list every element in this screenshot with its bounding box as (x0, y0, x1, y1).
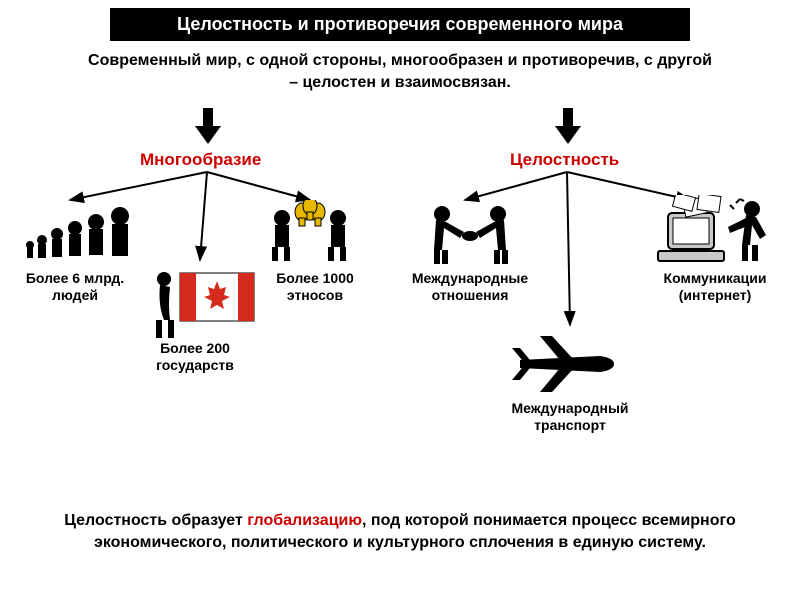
arrow-down-left (195, 108, 221, 144)
handshake-icon (420, 200, 520, 265)
title-text: Целостность и противоречия современного … (177, 14, 623, 34)
leaf-comm-l1: Коммуникации (664, 270, 767, 286)
leaf-states-l1: Более 200 (160, 340, 230, 356)
leaf-transport: Международный транспорт (490, 400, 650, 434)
branch-right-text: Целостность (510, 150, 619, 169)
flag-icon (150, 265, 260, 340)
people-icon (20, 200, 140, 260)
leaf-comm-l2: (интернет) (679, 287, 752, 303)
leaf-intlrel-l1: Международные (412, 270, 528, 286)
leaf-people-l1: Более 6 млрд. (26, 270, 124, 286)
branch-right-label: Целостность (510, 150, 619, 170)
subtitle-line-1: Современный мир, с одной стороны, многоо… (88, 52, 712, 69)
bottom-highlight: глобализацию (247, 512, 362, 529)
title-box: Целостность и противоречия современного … (110, 8, 690, 41)
leaf-ethnos-l1: Более 1000 (276, 270, 354, 286)
leaf-intlrel-l2: отношения (432, 287, 509, 303)
leaf-ethnos: Более 1000 этносов (255, 270, 375, 304)
arrow-down-right (555, 108, 581, 144)
bottom-text: Целостность образует глобализацию, под к… (60, 510, 740, 553)
leaf-intlrel: Международные отношения (395, 270, 545, 304)
leaf-transport-l1: Международный (511, 400, 628, 416)
airplane-icon (510, 330, 630, 395)
subtitle: Современный мир, с одной стороны, многоо… (30, 50, 770, 93)
branch-left-label: Многообразие (140, 150, 261, 170)
bottom-a: Целостность образует (64, 512, 247, 529)
leaf-states-l2: государств (156, 357, 234, 373)
branch-left-text: Многообразие (140, 150, 261, 169)
leaf-comm: Коммуникации (интернет) (640, 270, 790, 304)
subtitle-line-2: – целостен и взаимосвязан. (289, 74, 511, 91)
ethnos-icon (260, 200, 370, 265)
leaf-ethnos-l2: этносов (287, 287, 343, 303)
leaf-transport-l2: транспорт (534, 417, 606, 433)
leaf-states: Более 200 государств (130, 340, 260, 374)
leaf-people-l2: людей (52, 287, 98, 303)
leaf-people: Более 6 млрд. людей (10, 270, 140, 304)
computer-icon (640, 195, 780, 265)
